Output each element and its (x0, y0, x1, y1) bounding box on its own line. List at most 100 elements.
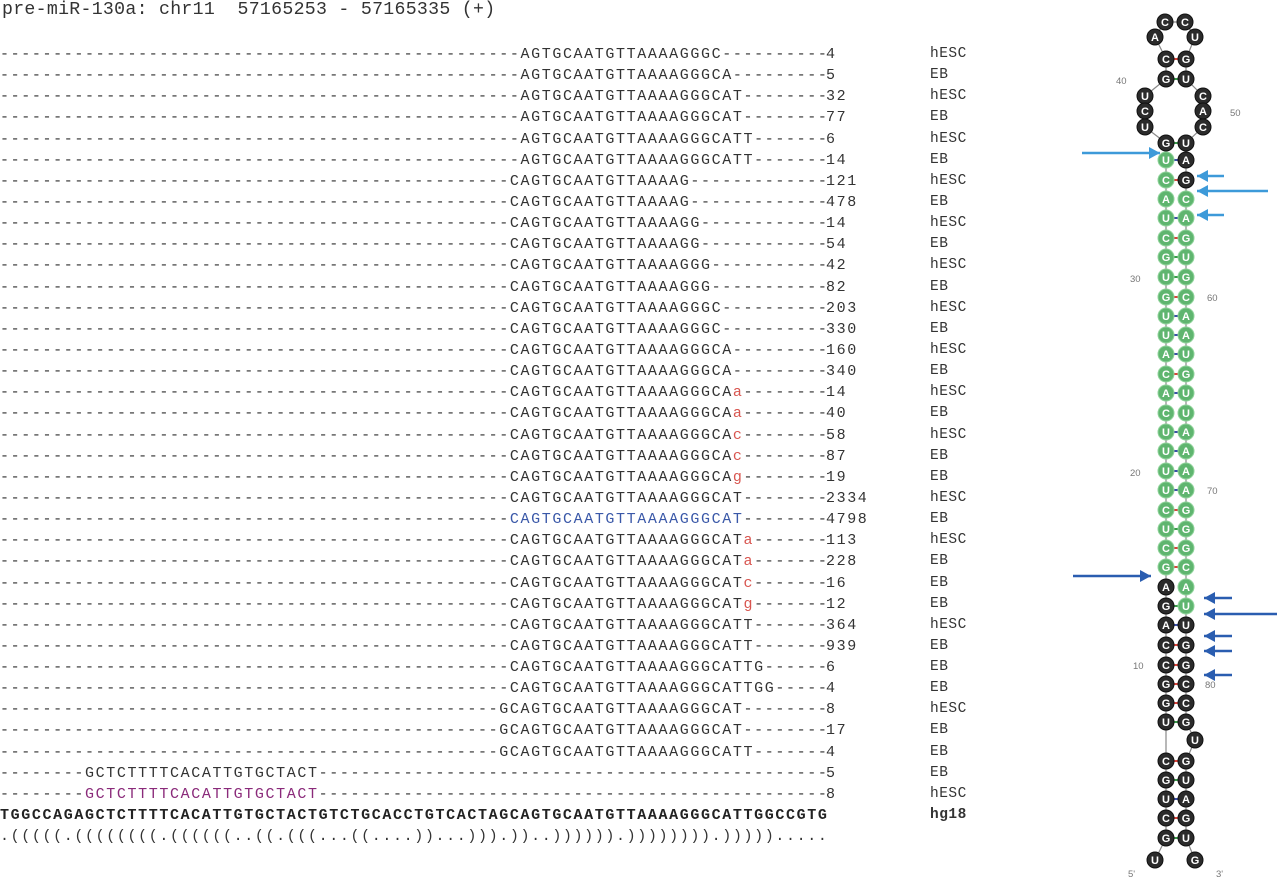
nucleotide-node (1177, 404, 1195, 422)
nucleotide-letter: G (1162, 679, 1171, 691)
nucleotide-node (1177, 442, 1195, 460)
nucleotide-letter: U (1162, 311, 1170, 323)
nucleotide-letter: G (1182, 717, 1191, 729)
nucleotide-letter: U (1162, 155, 1170, 167)
sample-label: EB (930, 363, 949, 380)
read-row: ----------------------------------------… (0, 65, 828, 86)
position-label: 50 (1230, 108, 1241, 119)
read-count: 82 (826, 278, 848, 296)
read-count: 14 (826, 384, 848, 402)
gap-dashes: ----------------------------------------… (0, 215, 510, 233)
gap-dashes: ----------------------------------------… (0, 67, 521, 85)
gap-dashes: ---------- (722, 46, 829, 63)
gap-dashes: ----------- (711, 278, 829, 296)
position-label: 40 (1116, 76, 1127, 87)
nucleotide-node (1177, 636, 1195, 654)
read-sequence: AGTGCAATGTTAAAAGGGCATT (520, 130, 755, 148)
nucleotide-node (1177, 268, 1195, 286)
gap-dashes: ----------------------------------------… (0, 257, 510, 275)
sample-label: EB (930, 743, 949, 760)
untemplated-nucleotide: g (732, 468, 744, 486)
nucleotide-letter: A (1182, 427, 1190, 439)
nucleotide-letter: G (1182, 369, 1191, 381)
nucleotide-letter: C (1182, 194, 1190, 206)
read-sequence: GCAGTGCAATGTTAAAAGGGCAT (499, 701, 744, 719)
arrow-right-icon (1140, 570, 1151, 582)
nucleotide-letter: U (1162, 330, 1170, 342)
nucleotide-letter: U (1162, 446, 1170, 458)
nucleotide-letter: G (1162, 775, 1171, 787)
read-row: ----------------------------------------… (0, 403, 829, 424)
nucleotide-letter: U (1182, 775, 1190, 787)
nucleotide-node (1177, 384, 1195, 402)
read-sequence: GCTCTTTTCACATTGTGCTACT (84, 764, 319, 782)
read-sequence: AGTGCAATGTTAAAAGGGCA (520, 67, 733, 85)
nucleotide-node (1177, 675, 1195, 693)
read-sequence: GCAGTGCAATGTTAAAAGGGCATT (499, 743, 755, 761)
nucleotide-node (1157, 539, 1175, 557)
gap-dashes: ----------------------------------------… (0, 320, 510, 338)
nucleotide-letter: G (1182, 175, 1191, 187)
nucleotide-letter: U (1162, 213, 1170, 225)
gap-dashes: ------- (754, 553, 829, 571)
figure-title: pre-miR-130a: chr11 57165253 - 57165335 … (2, 0, 496, 20)
position-label: 70 (1207, 486, 1218, 497)
nucleotide-node (1157, 481, 1175, 499)
nucleotide-letter: C (1162, 369, 1170, 381)
nucleotide-letter: G (1182, 640, 1191, 652)
read-sequence: AGTGCAATGTTAAAAGGGC (520, 46, 723, 63)
nucleotide-node (1157, 209, 1175, 227)
nucleotide-letter: U (1162, 717, 1170, 729)
read-row: ----------------------------------------… (0, 234, 829, 255)
nucleotide-letter: U (1191, 32, 1199, 44)
nucleotide-letter: G (1162, 601, 1171, 613)
read-sequence: CAGTGCAATGTTAAAAGGGCA (509, 426, 733, 444)
read-sequence: CAGTGCAATGTTAAAAG (509, 172, 691, 190)
read-row: ----------------------------------------… (0, 213, 829, 234)
read-count: 4 (826, 680, 837, 698)
gap-dashes: ----------------------------------------… (318, 785, 829, 803)
sample-label: hESC (930, 701, 967, 718)
gap-dashes: ----------------------------------------… (0, 659, 510, 677)
sample-label: EB (930, 659, 949, 676)
nucleotide-node (1177, 578, 1195, 596)
nucleotide-letter: C (1162, 640, 1170, 652)
nucleotide-letter: G (1162, 698, 1171, 710)
sample-label: hESC (930, 215, 967, 232)
nucleotide-node (1177, 809, 1195, 827)
read-row: ----------------------------------------… (0, 44, 828, 65)
position-label: 80 (1205, 680, 1216, 691)
nucleotide-node (1177, 209, 1195, 227)
nucleotide-letter: C (1162, 543, 1170, 555)
nucleotide-node (1177, 134, 1195, 152)
read-sequence: CAGTGCAATGTTAAAAGGGCATT (509, 637, 755, 655)
read-row: ----------------------------------------… (0, 129, 829, 150)
untemplated-nucleotide: a (743, 532, 755, 550)
sample-label: EB (930, 278, 949, 295)
gap-dashes: -------- (743, 447, 829, 465)
read-count: 40 (826, 405, 848, 423)
sample-label: EB (930, 67, 949, 84)
nucleotide-letter: G (1162, 252, 1171, 264)
read-row: ----------------------------------------… (0, 699, 829, 720)
sample-label: hESC (930, 88, 967, 105)
arrow-left-icon (1204, 592, 1215, 604)
read-count: 42 (826, 257, 848, 275)
nucleotide-node (1157, 288, 1175, 306)
gap-dashes: ----------------------------------------… (0, 426, 510, 444)
read-row: ----------------------------------------… (0, 150, 829, 171)
untemplated-nucleotide: g (743, 595, 755, 613)
nucleotide-node (1177, 539, 1195, 557)
nucleotide-node (1157, 616, 1175, 634)
nucleotide-node (1177, 307, 1195, 325)
sample-label: hESC (930, 532, 967, 549)
gap-dashes: ----------------------------------------… (0, 130, 521, 148)
nucleotide-letter: G (1182, 543, 1191, 555)
sample-label: hESC (930, 257, 967, 274)
sample-label: EB (930, 574, 949, 591)
nucleotide-letter: A (1162, 194, 1170, 206)
position-label: 30 (1130, 274, 1141, 285)
read-sequence: CAGTGCAATGTTAAAAGGGCATT (509, 616, 755, 634)
gap-dashes: ------ (764, 659, 829, 677)
nucleotide-node (1146, 851, 1164, 869)
